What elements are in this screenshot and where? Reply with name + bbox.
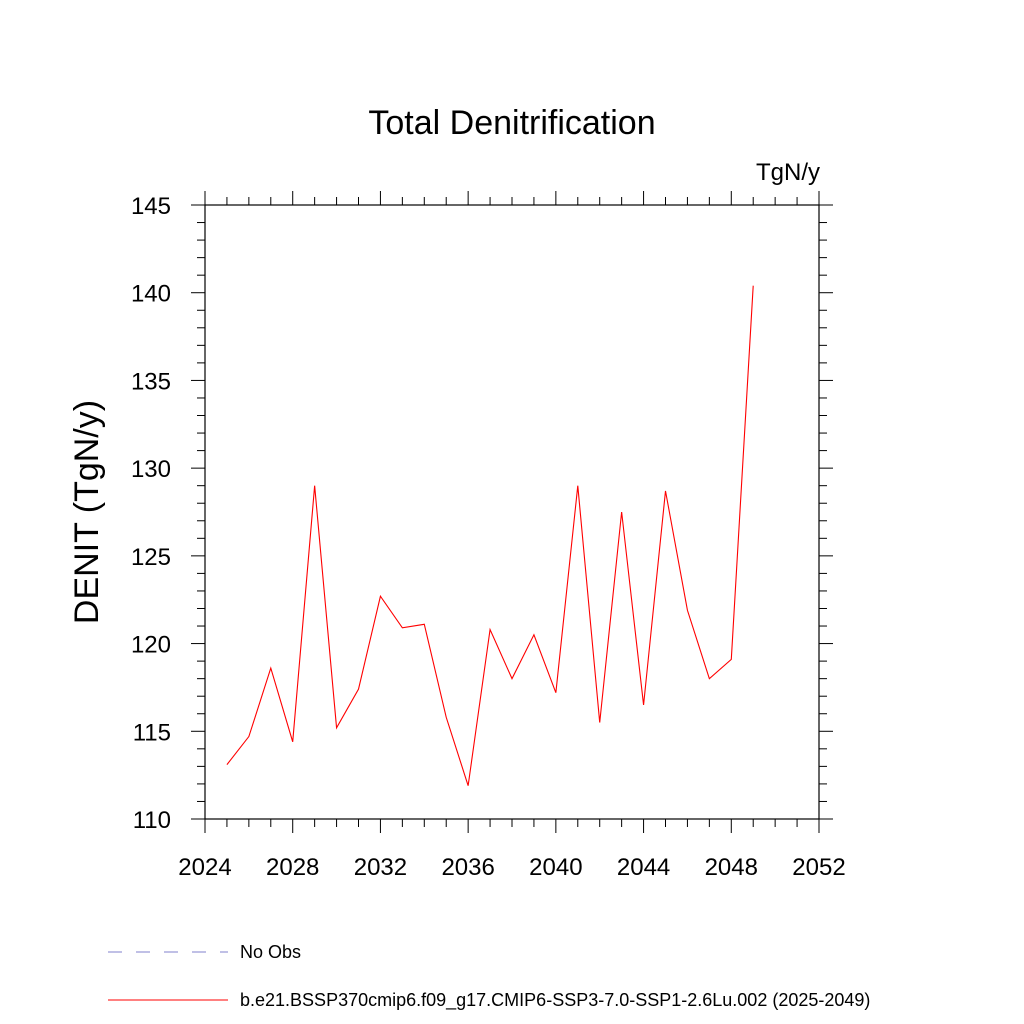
chart-title: Total Denitrification bbox=[368, 104, 655, 142]
legend: No Obs b.e21.BSSP370cmip6.f09_g17.CMIP6-S… bbox=[108, 942, 870, 1011]
major-ticks bbox=[191, 191, 833, 833]
x-tick-label: 2024 bbox=[178, 854, 231, 881]
y-tick-label: 130 bbox=[131, 456, 171, 483]
y-tick-label: 125 bbox=[131, 544, 171, 571]
tick-labels: 2024 2028 2032 2036 2040 2044 2048 2052 110 115 12… bbox=[131, 193, 846, 881]
y-tick-label: 145 bbox=[131, 193, 171, 220]
y-axis-label: DENIT (TgN/y) bbox=[68, 400, 106, 624]
plot-frame bbox=[204, 204, 820, 820]
x-tick-label: 2032 bbox=[354, 854, 407, 881]
series-line bbox=[226, 285, 754, 786]
y-tick-label: 140 bbox=[131, 281, 171, 308]
x-tick-label: 2048 bbox=[705, 854, 758, 881]
x-tick-label: 2028 bbox=[266, 854, 319, 881]
units-label: TgN/y bbox=[756, 159, 820, 186]
x-tick-label: 2036 bbox=[441, 854, 494, 881]
legend-label: b.e21.BSSP370cmip6.f09_g17.CMIP6-SSP3-7.… bbox=[240, 990, 870, 1011]
y-tick-label: 135 bbox=[131, 368, 171, 395]
x-tick-label: 2040 bbox=[529, 854, 582, 881]
y-tick-label: 120 bbox=[131, 632, 171, 659]
y-tick-label: 110 bbox=[133, 807, 171, 834]
minor-ticks bbox=[197, 197, 827, 827]
series-layer bbox=[226, 285, 754, 786]
x-tick-label: 2052 bbox=[792, 854, 845, 881]
legend-label: No Obs bbox=[240, 942, 301, 962]
y-tick-label: 115 bbox=[133, 719, 171, 746]
x-tick-label: 2044 bbox=[617, 854, 670, 881]
